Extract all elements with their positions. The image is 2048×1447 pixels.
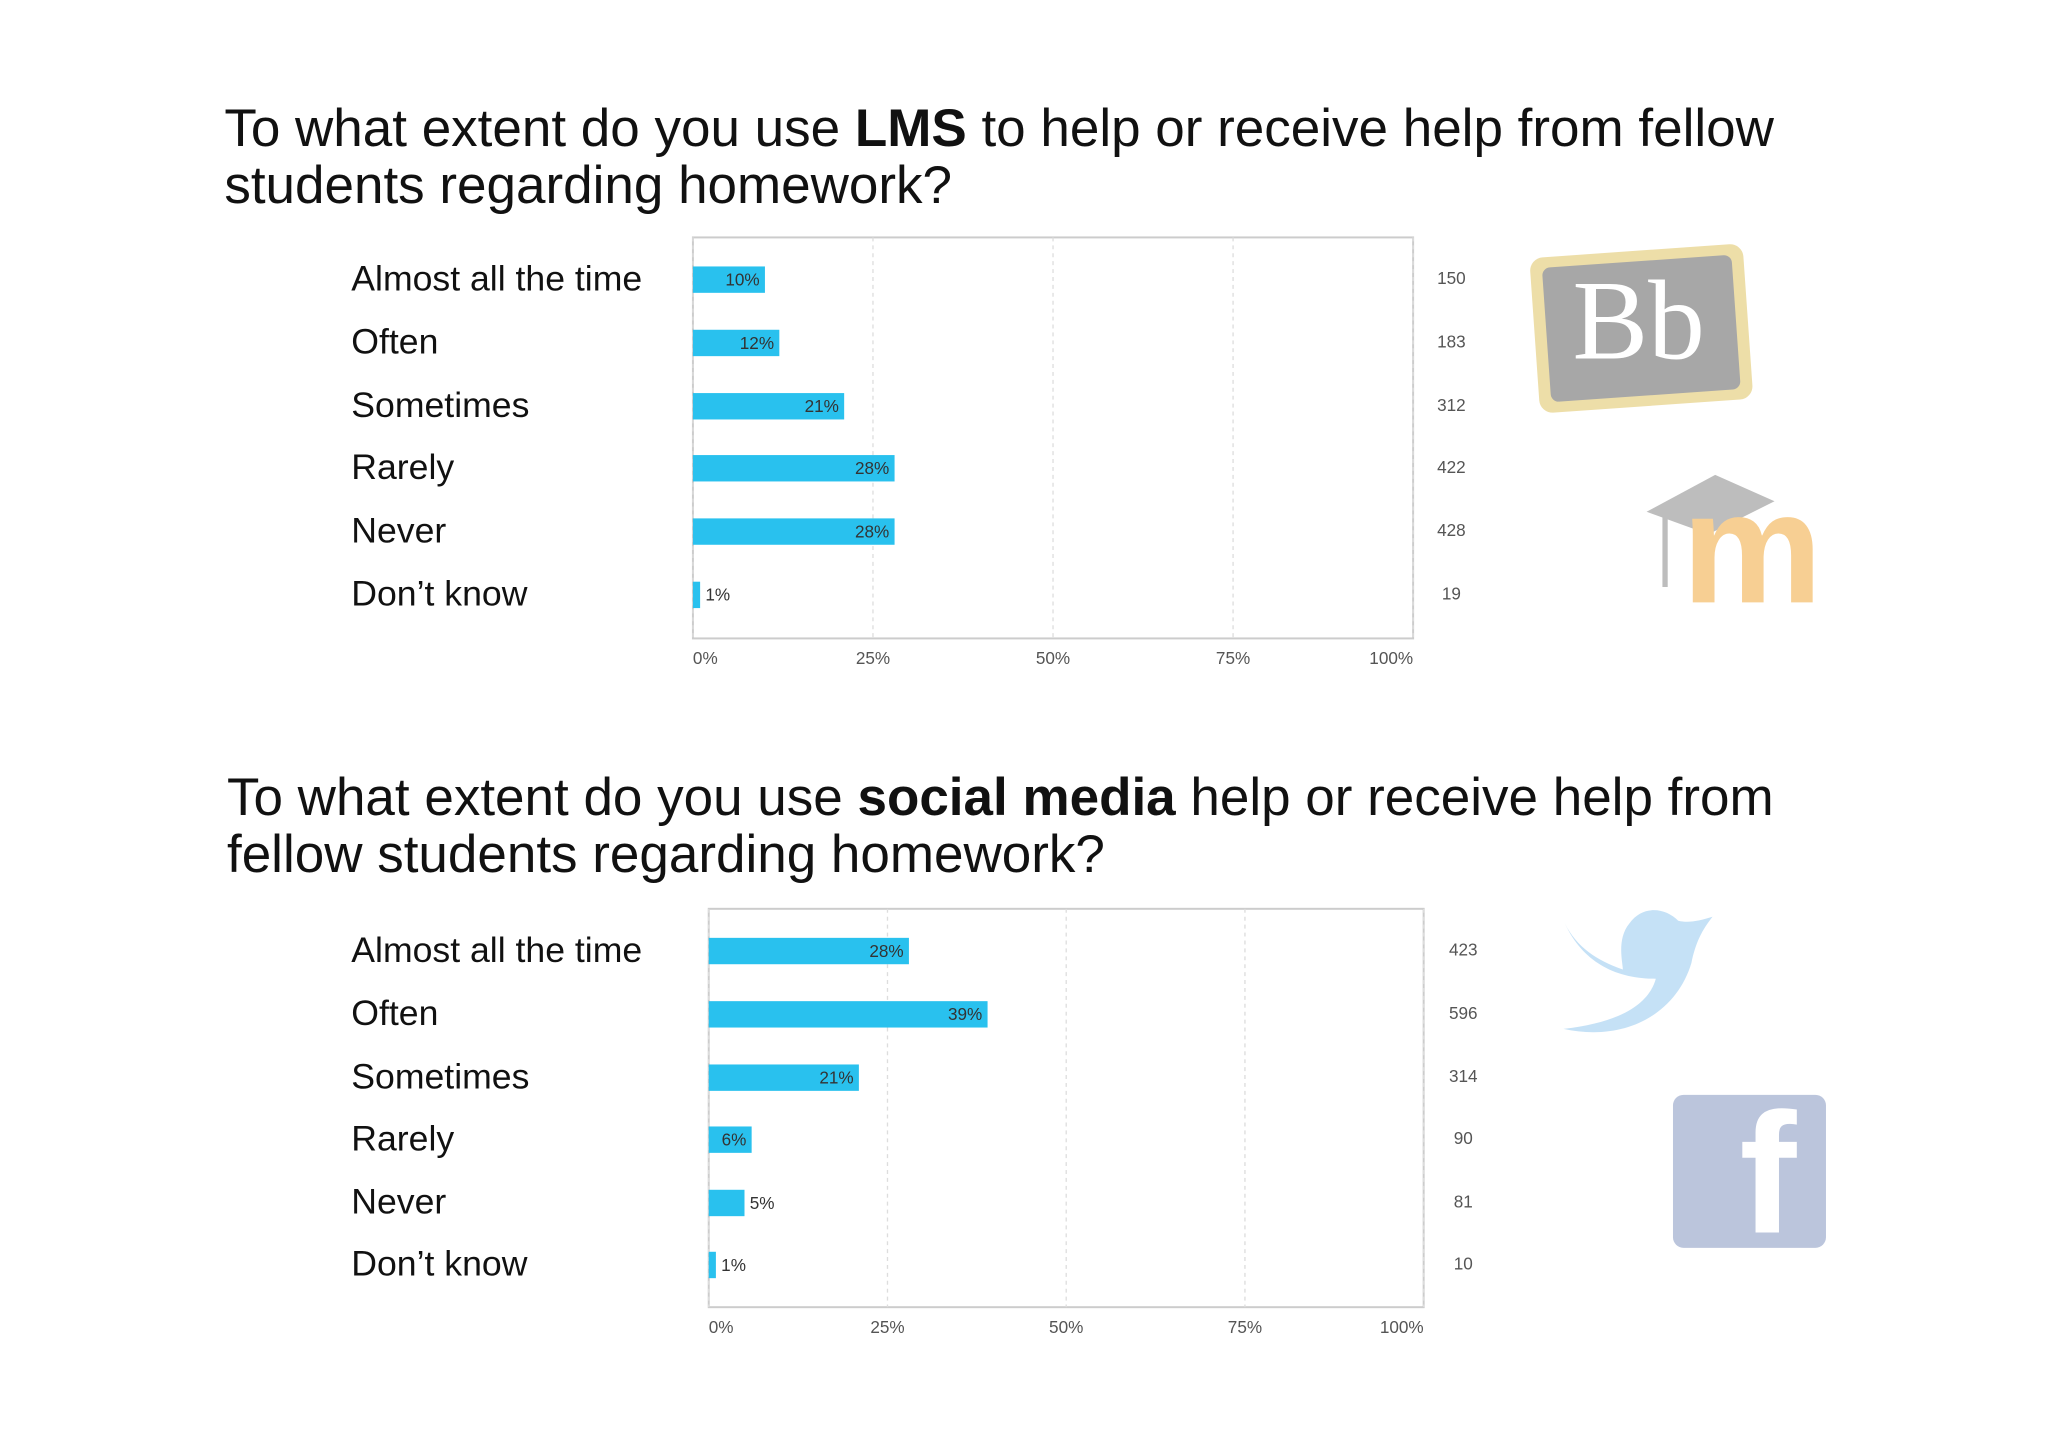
title-part: To what extent do you use	[226, 768, 858, 828]
value-label: 10%	[725, 269, 759, 289]
moodle-logo: m	[1646, 459, 1823, 636]
value-label: 1%	[721, 1255, 746, 1275]
value-label: 21%	[805, 396, 839, 416]
category-label: Never	[351, 510, 446, 550]
category-label: Don’t know	[351, 1244, 527, 1284]
category-label: Don’t know	[351, 574, 527, 614]
value-label: 28%	[855, 521, 889, 541]
count-label: 150	[1437, 268, 1466, 288]
x-tick-label: 50%	[1036, 648, 1070, 668]
x-tick-label: 25%	[856, 648, 890, 668]
value-label: 5%	[750, 1193, 775, 1213]
x-tick-label: 0%	[709, 1317, 734, 1337]
bar	[708, 1251, 716, 1279]
category-label: Sometimes	[351, 385, 529, 425]
value-label: 28%	[869, 941, 903, 961]
category-label: Sometimes	[351, 1056, 529, 1096]
category-label: Almost all the time	[351, 258, 642, 298]
bar	[708, 1001, 988, 1028]
title-part: To what extent do you use	[224, 99, 855, 159]
title-emphasis: LMS	[854, 99, 967, 159]
count-label: 423	[1449, 940, 1478, 960]
blackboard-logo: Bb	[1530, 244, 1753, 413]
facebook-logo: f	[1672, 1078, 1826, 1269]
count-label: 428	[1437, 520, 1466, 540]
x-tick-label: 100%	[1369, 648, 1413, 668]
bar	[692, 455, 895, 482]
bar	[692, 393, 845, 420]
value-label: 39%	[948, 1004, 982, 1024]
count-label: 596	[1449, 1003, 1478, 1023]
category-label: Often	[351, 993, 438, 1033]
value-label: 1%	[705, 585, 730, 605]
count-label: 314	[1449, 1066, 1478, 1086]
bar	[692, 266, 765, 293]
title-emphasis: social media	[857, 768, 1176, 828]
bar	[708, 937, 909, 965]
x-tick-label: 25%	[870, 1317, 904, 1337]
x-tick-label: 75%	[1228, 1317, 1262, 1337]
value-label: 12%	[740, 333, 774, 353]
count-label: 183	[1437, 331, 1466, 351]
category-label: Never	[351, 1182, 446, 1222]
title-part: help or receive help from fellow student…	[226, 768, 1774, 885]
chart-title: To what extent do you use social media h…	[227, 769, 1887, 883]
twitter-logo	[1563, 910, 1713, 1033]
category-label: Often	[351, 322, 438, 362]
count-label: 312	[1437, 395, 1466, 415]
count-label: 10	[1454, 1254, 1473, 1274]
blackboard-logo-text: Bb	[1572, 257, 1704, 383]
count-label: 90	[1454, 1128, 1473, 1148]
chart-title: To what extent do you use LMS to help or…	[224, 100, 1884, 214]
x-tick-label: 75%	[1216, 648, 1250, 668]
category-label: Rarely	[351, 1118, 454, 1158]
count-label: 19	[1442, 583, 1461, 603]
title-part: to help or receive help from fellow stud…	[224, 99, 1774, 216]
bar	[708, 1189, 745, 1217]
facebook-logo-text: f	[1739, 1078, 1797, 1269]
count-label: 81	[1454, 1192, 1473, 1212]
value-label: 6%	[722, 1130, 747, 1150]
bar	[692, 518, 895, 545]
x-tick-label: 0%	[693, 648, 718, 668]
category-label: Rarely	[351, 447, 454, 487]
value-label: 28%	[855, 458, 889, 478]
count-label: 422	[1437, 457, 1466, 477]
moodle-logo-text: m	[1682, 459, 1823, 636]
value-label: 21%	[819, 1068, 853, 1088]
x-tick-label: 50%	[1049, 1317, 1083, 1337]
x-tick-label: 100%	[1380, 1317, 1424, 1337]
category-label: Almost all the time	[351, 930, 642, 970]
bar	[708, 1064, 859, 1091]
bar	[708, 1126, 752, 1153]
bar	[692, 329, 780, 357]
bar	[692, 581, 701, 609]
